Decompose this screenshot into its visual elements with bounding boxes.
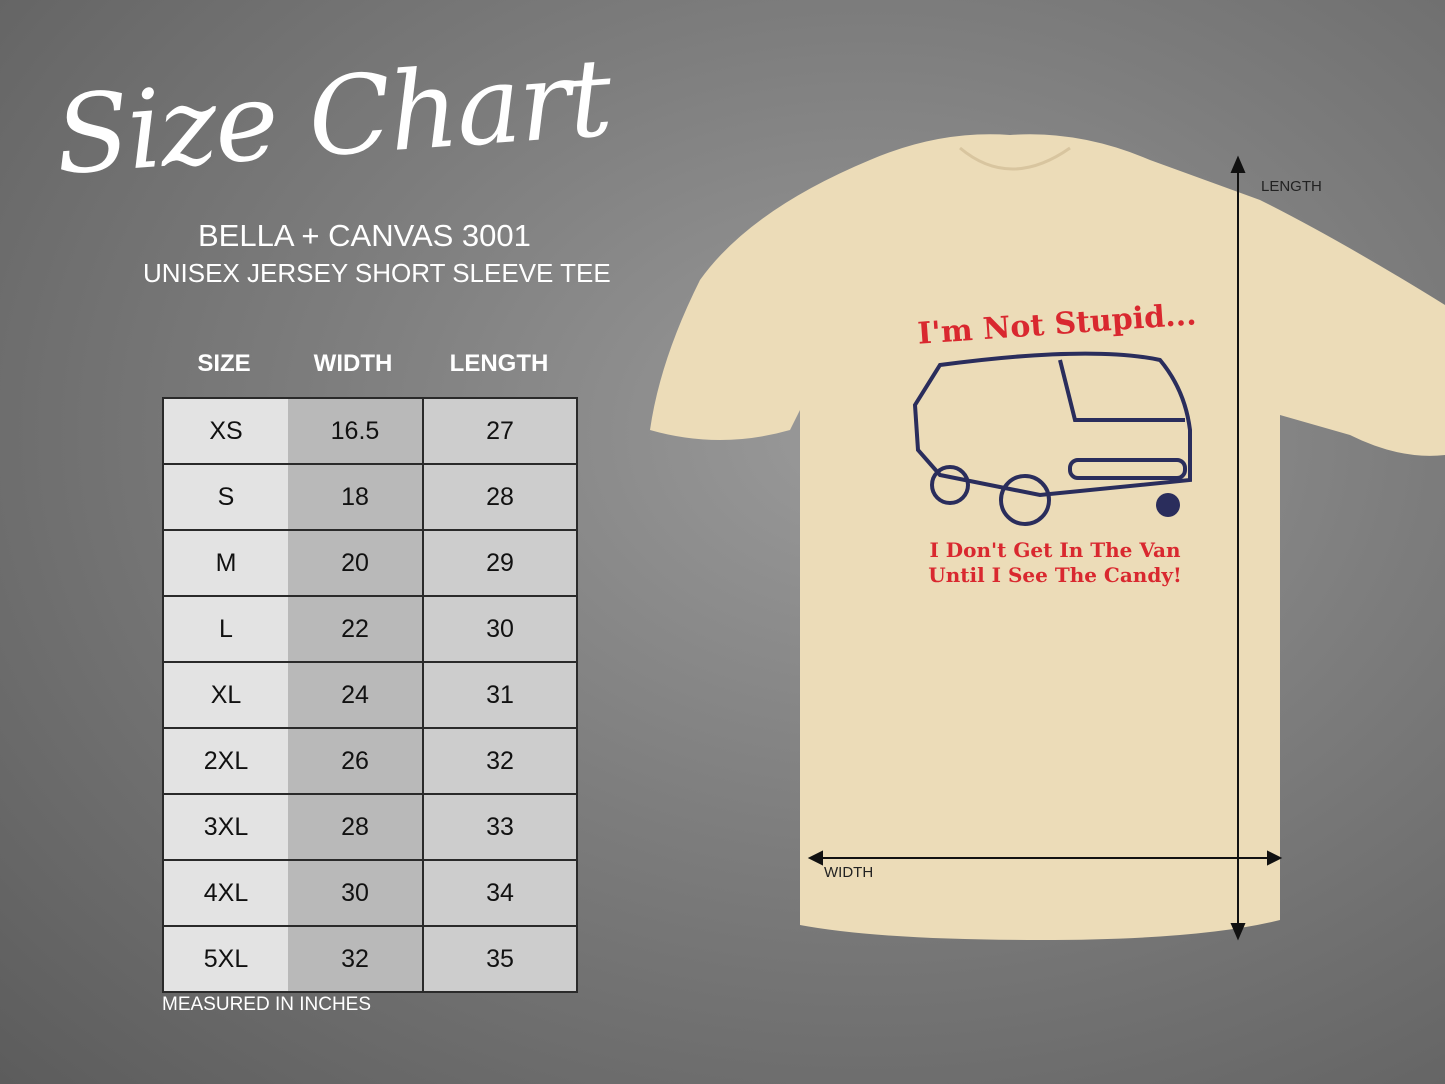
- width-cell: 32: [288, 925, 424, 993]
- width-arrow: [807, 850, 1283, 866]
- length-label: LENGTH: [1261, 178, 1322, 195]
- size-cell: 2XL: [163, 727, 288, 795]
- table-row: XL 24 31: [163, 661, 577, 729]
- size-chart-title: Size Chart: [51, 35, 614, 200]
- table-row: M 20 29: [163, 529, 577, 597]
- units-note: MEASURED IN INCHES: [162, 994, 372, 1015]
- size-cell: XS: [163, 397, 288, 465]
- width-cell: 18: [288, 463, 424, 531]
- tshirt-image: [650, 134, 1445, 941]
- width-cell: 30: [288, 859, 424, 927]
- size-cell: 4XL: [163, 859, 288, 927]
- size-table: XS 16.5 27 S 18 28 M 20 29 L 22 30 XL 24 31 2XL 26 32 3XL 2…: [162, 397, 578, 993]
- width-cell: 26: [288, 727, 424, 795]
- todd-art-logo: [1156, 493, 1180, 517]
- length-cell: 31: [423, 661, 577, 729]
- size-cell: 5XL: [163, 925, 288, 993]
- table-row: 5XL 32 35: [163, 925, 577, 993]
- column-header-width: WIDTH: [313, 350, 393, 377]
- length-cell: 33: [423, 793, 577, 861]
- length-cell: 35: [423, 925, 577, 993]
- length-cell: 32: [423, 727, 577, 795]
- width-cell: 16.5: [288, 397, 424, 465]
- table-row: L 22 30: [163, 595, 577, 663]
- size-cell: 3XL: [163, 793, 288, 861]
- van-graphic: [912, 351, 1192, 526]
- width-cell: 24: [288, 661, 424, 729]
- product-subtitle: UNISEX JERSEY SHORT SLEEVE TEE: [143, 258, 611, 288]
- column-header-length: LENGTH: [449, 350, 549, 377]
- width-cell: 28: [288, 793, 424, 861]
- shirt-print-line2: Until I See The Candy!: [928, 563, 1182, 587]
- table-row: 3XL 28 33: [163, 793, 577, 861]
- length-cell: 27: [423, 397, 577, 465]
- length-cell: 28: [423, 463, 577, 531]
- length-cell: 30: [423, 595, 577, 663]
- shirt-print-line1: I Don't Get In The Van: [929, 538, 1181, 562]
- table-row: 4XL 30 34: [163, 859, 577, 927]
- table-row: XS 16.5 27: [163, 397, 577, 465]
- length-cell: 29: [423, 529, 577, 597]
- size-cell: S: [163, 463, 288, 531]
- size-cell: L: [163, 595, 288, 663]
- table-row: 2XL 26 32: [163, 727, 577, 795]
- brand-model: BELLA + CANVAS 3001: [198, 218, 531, 253]
- width-cell: 22: [288, 595, 424, 663]
- table-row: S 18 28: [163, 463, 577, 531]
- length-cell: 34: [423, 859, 577, 927]
- width-cell: 20: [288, 529, 424, 597]
- column-header-size: SIZE: [197, 350, 251, 377]
- tshirt-body: [650, 134, 1445, 940]
- collar: [959, 146, 1071, 171]
- size-cell: M: [163, 529, 288, 597]
- width-label: WIDTH: [824, 864, 874, 881]
- length-arrow: [1230, 155, 1246, 941]
- size-cell: XL: [163, 661, 288, 729]
